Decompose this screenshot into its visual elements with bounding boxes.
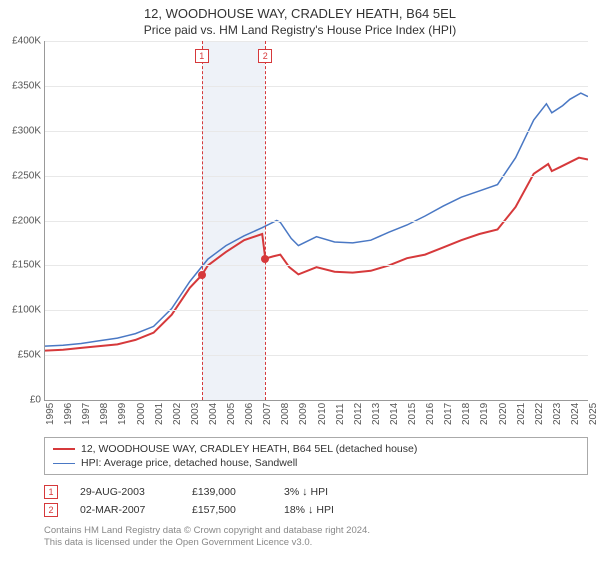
marker-number-box: 2 <box>258 49 272 63</box>
annotation-number-box: 1 <box>44 485 58 499</box>
x-axis-label: 1997 <box>81 403 92 425</box>
gridline-h <box>45 310 588 311</box>
marker-number-box: 1 <box>195 49 209 63</box>
legend-row: 12, WOODHOUSE WAY, CRADLEY HEATH, B64 5E… <box>53 442 579 456</box>
marker-dashline <box>202 41 203 400</box>
gridline-h <box>45 176 588 177</box>
x-axis-label: 2021 <box>516 403 527 425</box>
x-axis-label: 2018 <box>461 403 472 425</box>
x-axis-label: 1999 <box>117 403 128 425</box>
x-axis-label: 2016 <box>425 403 436 425</box>
arrow-down-icon: ↓ <box>308 504 314 516</box>
x-axis-label: 2004 <box>208 403 219 425</box>
x-axis-label: 2010 <box>317 403 328 425</box>
chart-subtitle: Price paid vs. HM Land Registry's House … <box>0 23 600 37</box>
marker-dashline <box>265 41 266 400</box>
x-axis-label: 2008 <box>280 403 291 425</box>
annotation-date: 02-MAR-2007 <box>80 504 170 516</box>
gridline-h <box>45 355 588 356</box>
legend-label: HPI: Average price, detached house, Sand… <box>81 457 297 469</box>
x-axis-label: 2013 <box>371 403 382 425</box>
credits: Contains HM Land Registry data © Crown c… <box>44 525 588 549</box>
x-axis-label: 2020 <box>498 403 509 425</box>
annotation-row: 2 02-MAR-2007 £157,500 18% ↓ HPI <box>44 501 588 519</box>
annotation-price: £157,500 <box>192 504 262 516</box>
x-axis-label: 1996 <box>63 403 74 425</box>
series-property <box>45 158 588 351</box>
y-axis-label: £350K <box>1 80 41 91</box>
annotation-diff: 3% ↓ HPI <box>284 486 328 498</box>
chart-title: 12, WOODHOUSE WAY, CRADLEY HEATH, B64 5E… <box>0 6 600 21</box>
x-axis-label: 2001 <box>154 403 165 425</box>
x-axis-label: 2005 <box>226 403 237 425</box>
y-axis-label: £250K <box>1 170 41 181</box>
marker-dot <box>261 255 269 263</box>
annotation-table: 1 29-AUG-2003 £139,000 3% ↓ HPI 2 02-MAR-2007… <box>44 483 588 519</box>
x-axis-label: 2023 <box>552 403 563 425</box>
credits-line: This data is licensed under the Open Gov… <box>44 537 588 549</box>
annotation-price: £139,000 <box>192 486 262 498</box>
x-axis-label: 2025 <box>588 403 599 425</box>
x-axis-label: 2003 <box>190 403 201 425</box>
x-axis-label: 2024 <box>570 403 581 425</box>
gridline-h <box>45 131 588 132</box>
legend-label: 12, WOODHOUSE WAY, CRADLEY HEATH, B64 5E… <box>81 443 417 455</box>
x-axis-label: 2007 <box>262 403 273 425</box>
x-axis-label: 2006 <box>244 403 255 425</box>
arrow-down-icon: ↓ <box>302 486 308 498</box>
gridline-h <box>45 265 588 266</box>
y-axis-label: £200K <box>1 215 41 226</box>
y-axis-label: £50K <box>1 350 41 361</box>
legend-row: HPI: Average price, detached house, Sand… <box>53 456 579 470</box>
annotation-row: 1 29-AUG-2003 £139,000 3% ↓ HPI <box>44 483 588 501</box>
y-axis-label: £100K <box>1 305 41 316</box>
legend-swatch <box>53 463 75 464</box>
marker-dot <box>198 271 206 279</box>
x-axis-label: 2022 <box>534 403 545 425</box>
y-axis-label: £300K <box>1 125 41 136</box>
y-axis-label: £400K <box>1 36 41 47</box>
x-axis-label: 1995 <box>45 403 56 425</box>
y-axis-label: £0 <box>1 395 41 406</box>
x-axis-label: 2014 <box>389 403 400 425</box>
x-axis-label: 2019 <box>479 403 490 425</box>
gridline-h <box>45 41 588 42</box>
x-axis-label: 2009 <box>298 403 309 425</box>
x-axis-label: 2012 <box>353 403 364 425</box>
legend-swatch <box>53 448 75 450</box>
annotation-date: 29-AUG-2003 <box>80 486 170 498</box>
annotation-number-box: 2 <box>44 503 58 517</box>
annotation-diff: 18% ↓ HPI <box>284 504 334 516</box>
credits-line: Contains HM Land Registry data © Crown c… <box>44 525 588 537</box>
chart-container: 12, WOODHOUSE WAY, CRADLEY HEATH, B64 5E… <box>0 6 600 549</box>
y-axis-label: £150K <box>1 260 41 271</box>
x-axis-label: 1998 <box>99 403 110 425</box>
x-axis-label: 2000 <box>136 403 147 425</box>
x-axis-label: 2011 <box>335 403 346 425</box>
gridline-h <box>45 221 588 222</box>
legend: 12, WOODHOUSE WAY, CRADLEY HEATH, B64 5E… <box>44 437 588 475</box>
gridline-h <box>45 86 588 87</box>
x-axis-label: 2017 <box>443 403 454 425</box>
plot-area: £0£50K£100K£150K£200K£250K£300K£350K£400… <box>44 41 588 401</box>
x-axis-label: 2002 <box>172 403 183 425</box>
x-axis-label: 2015 <box>407 403 418 425</box>
